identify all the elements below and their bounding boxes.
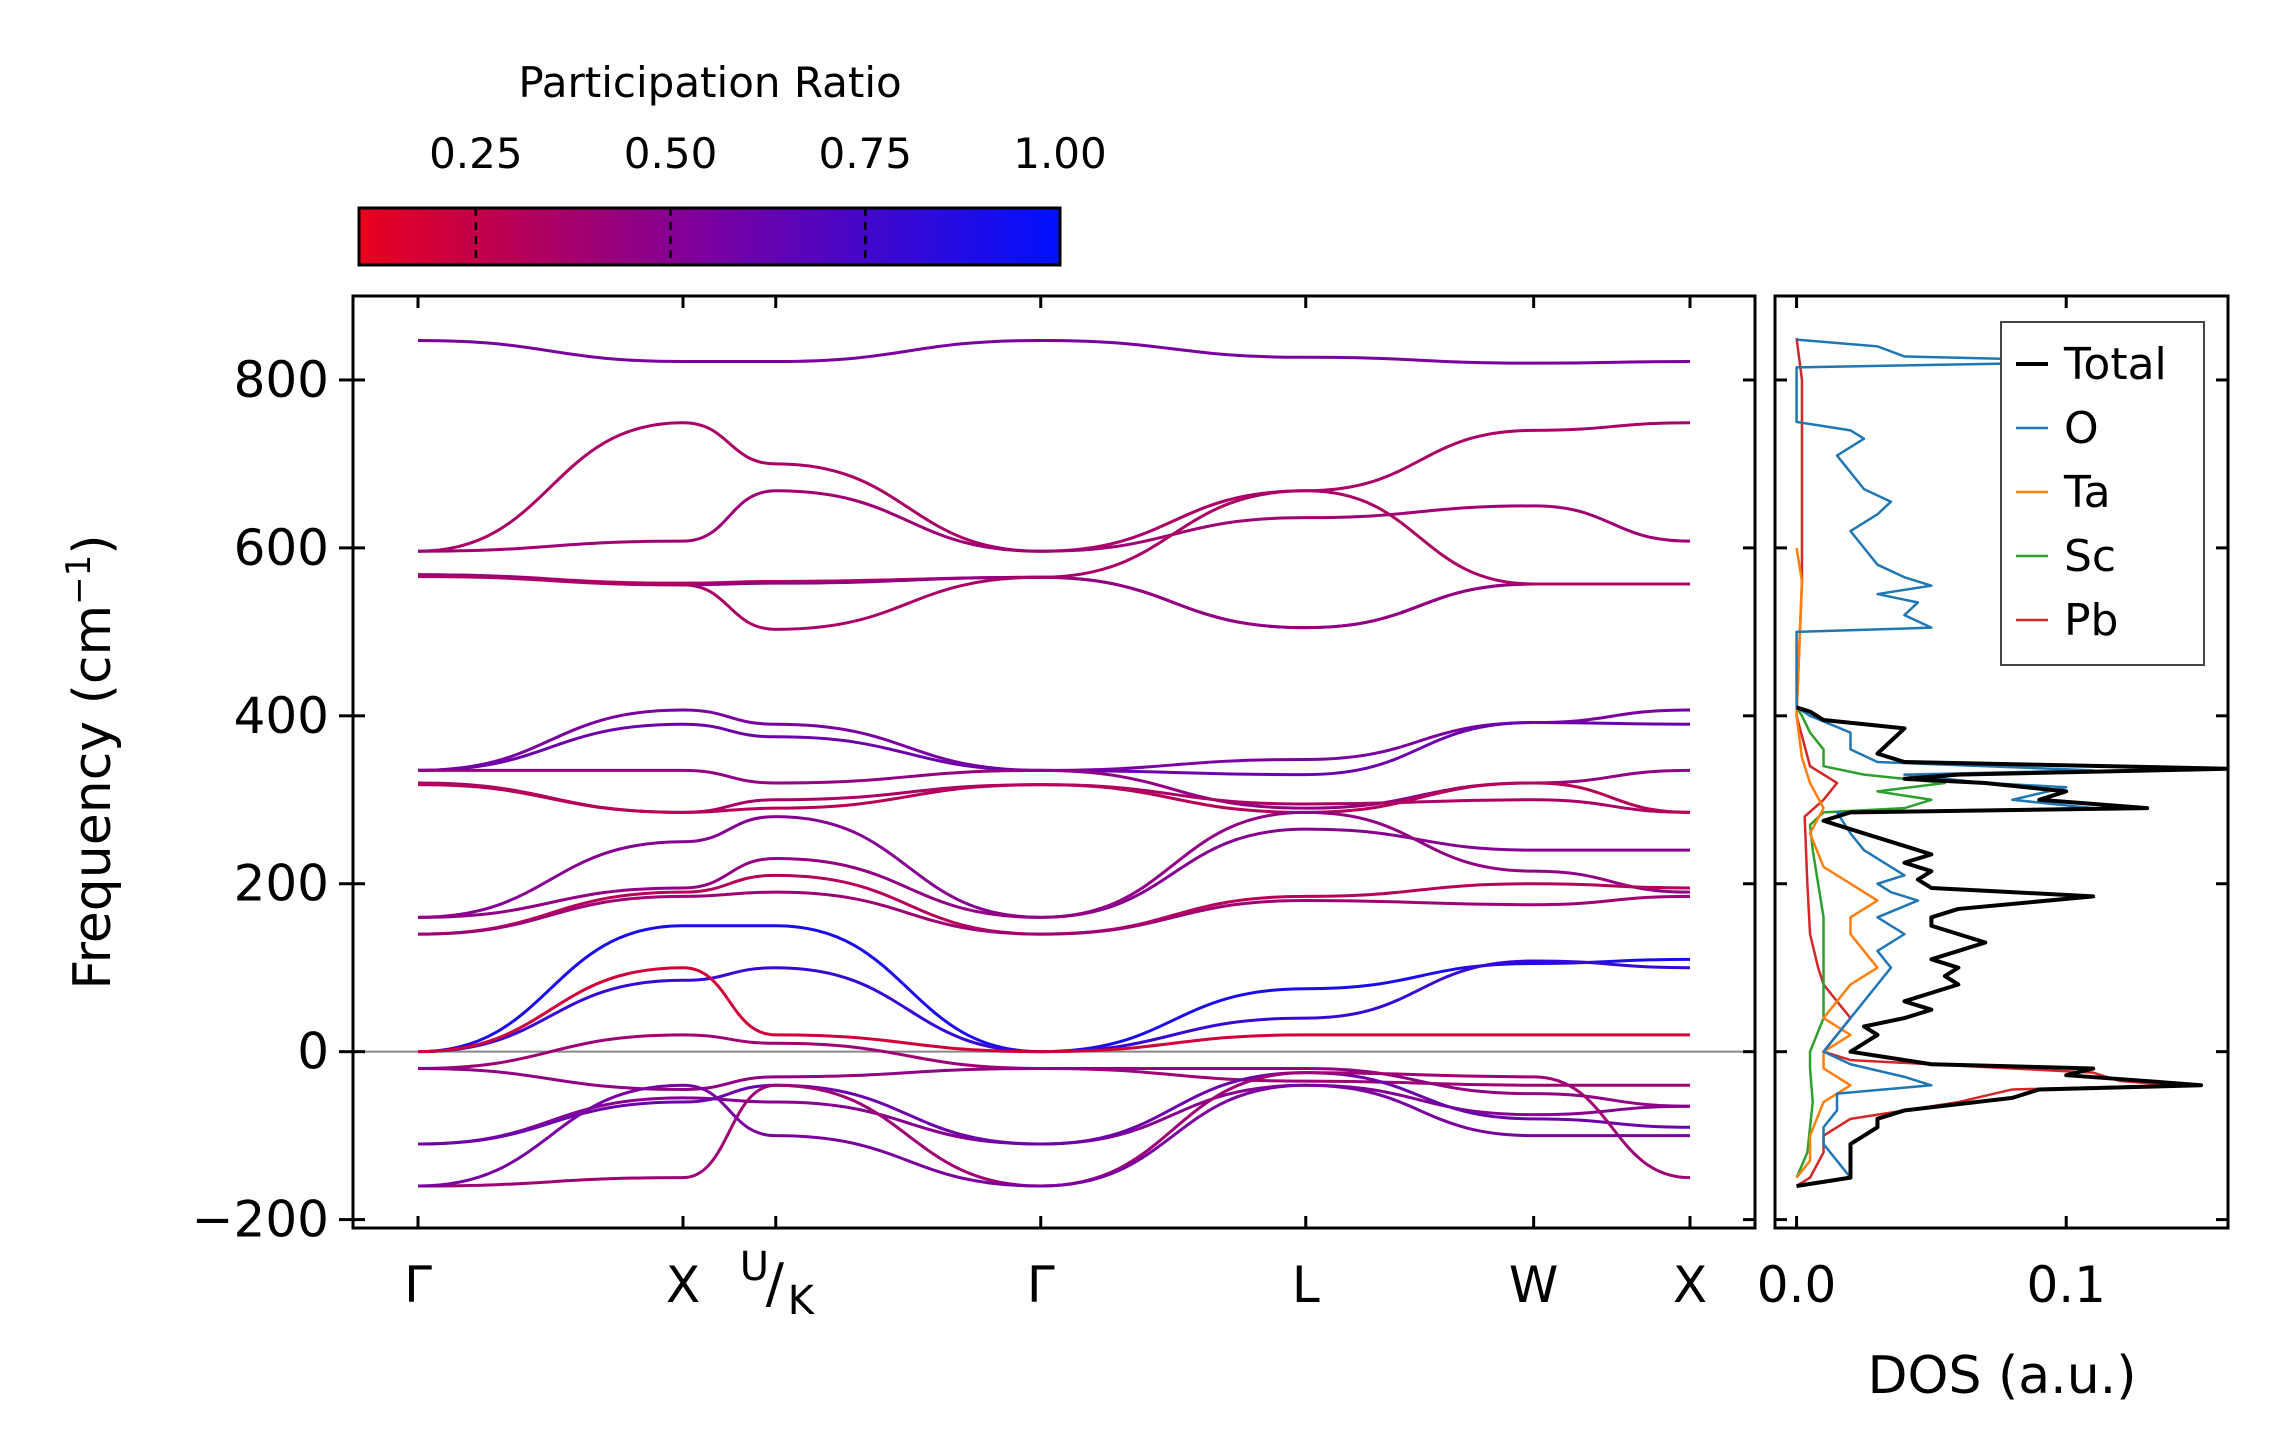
legend-box (2000, 321, 2205, 666)
colorbar: Participation Ratio 0.25 0.50 0.75 1.00 (357, 58, 1107, 267)
k-point-label: X (1673, 1256, 1707, 1314)
dos-plot: 0.0 0.1 DOS (a.u.) Total O Ta Sc Pb (1757, 294, 2230, 1406)
legend-label-sc: Sc (2064, 531, 2116, 582)
y-tick-label: 800 (234, 351, 329, 409)
phonon-band (417, 1066, 1691, 1108)
phonon-band (417, 708, 1691, 772)
colorbar-tick-label: 0.25 (429, 129, 523, 178)
kpoint-label-slash: / (766, 1252, 785, 1315)
legend-label-pb: Pb (2064, 595, 2118, 646)
colorbar-gradient (357, 206, 1062, 267)
y-axis-label: Frequency (cm−1) (59, 534, 123, 989)
dos-line-sc (1795, 706, 1947, 1179)
dos-x-tick-label: 0.1 (2026, 1256, 2106, 1314)
kpoint-label-k: K (788, 1278, 816, 1324)
dos-line-ta (1795, 547, 1879, 1179)
dos-plot-frame (1773, 294, 2230, 1230)
dos-line-o (1795, 338, 2122, 1188)
legend-label-o: O (2064, 403, 2099, 454)
phonon-band (418, 768, 1691, 810)
phonon-band (417, 1071, 1691, 1188)
colorbar-title: Participation Ratio (518, 58, 901, 107)
main-plot-frame (351, 294, 1757, 1230)
phonon-band (417, 890, 1691, 936)
y-tick-label: 200 (234, 855, 329, 913)
k-point-label: L (1292, 1256, 1320, 1314)
dos-line-total (1795, 705, 2228, 1188)
colorbar-tick-label: 1.00 (1013, 129, 1107, 178)
phonon-band (417, 1071, 1691, 1146)
phonon-band (417, 489, 1691, 553)
phonon-band (417, 781, 1691, 814)
phonon-band (417, 810, 1691, 919)
k-point-label: Γ (1027, 1256, 1055, 1314)
phonon-band (417, 966, 1690, 1054)
colorbar-tick-label: 0.75 (819, 129, 913, 178)
band-structure-plot: −200 0 200 400 600 800 Γ X Γ L W X U / K Frequency… (59, 294, 1757, 1324)
phonon-band (417, 421, 1691, 553)
y-tick-label: 600 (234, 519, 329, 577)
y-tick-label: 400 (234, 687, 329, 745)
dos-legend: Total O Ta Sc Pb (2000, 321, 2205, 666)
k-point-label: Γ (404, 1256, 432, 1314)
phonon-band (417, 1083, 1690, 1188)
legend-label-ta: Ta (2063, 467, 2111, 518)
dos-x-tick-label: 0.0 (1757, 1256, 1837, 1314)
dos-x-axis-label: DOS (a.u.) (1868, 1346, 2137, 1406)
kpoint-label-u: U (740, 1244, 769, 1290)
y-tick-label: 0 (297, 1023, 329, 1081)
y-tick-label: −200 (192, 1191, 329, 1249)
phonon-band (417, 721, 1691, 777)
colorbar-tick-label: 0.50 (624, 129, 718, 178)
k-point-label: X (666, 1256, 700, 1314)
legend-label-total: Total (2063, 339, 2167, 390)
phonon-band (417, 489, 1691, 631)
k-point-label: W (1509, 1256, 1558, 1314)
phonon-band (417, 339, 1691, 365)
